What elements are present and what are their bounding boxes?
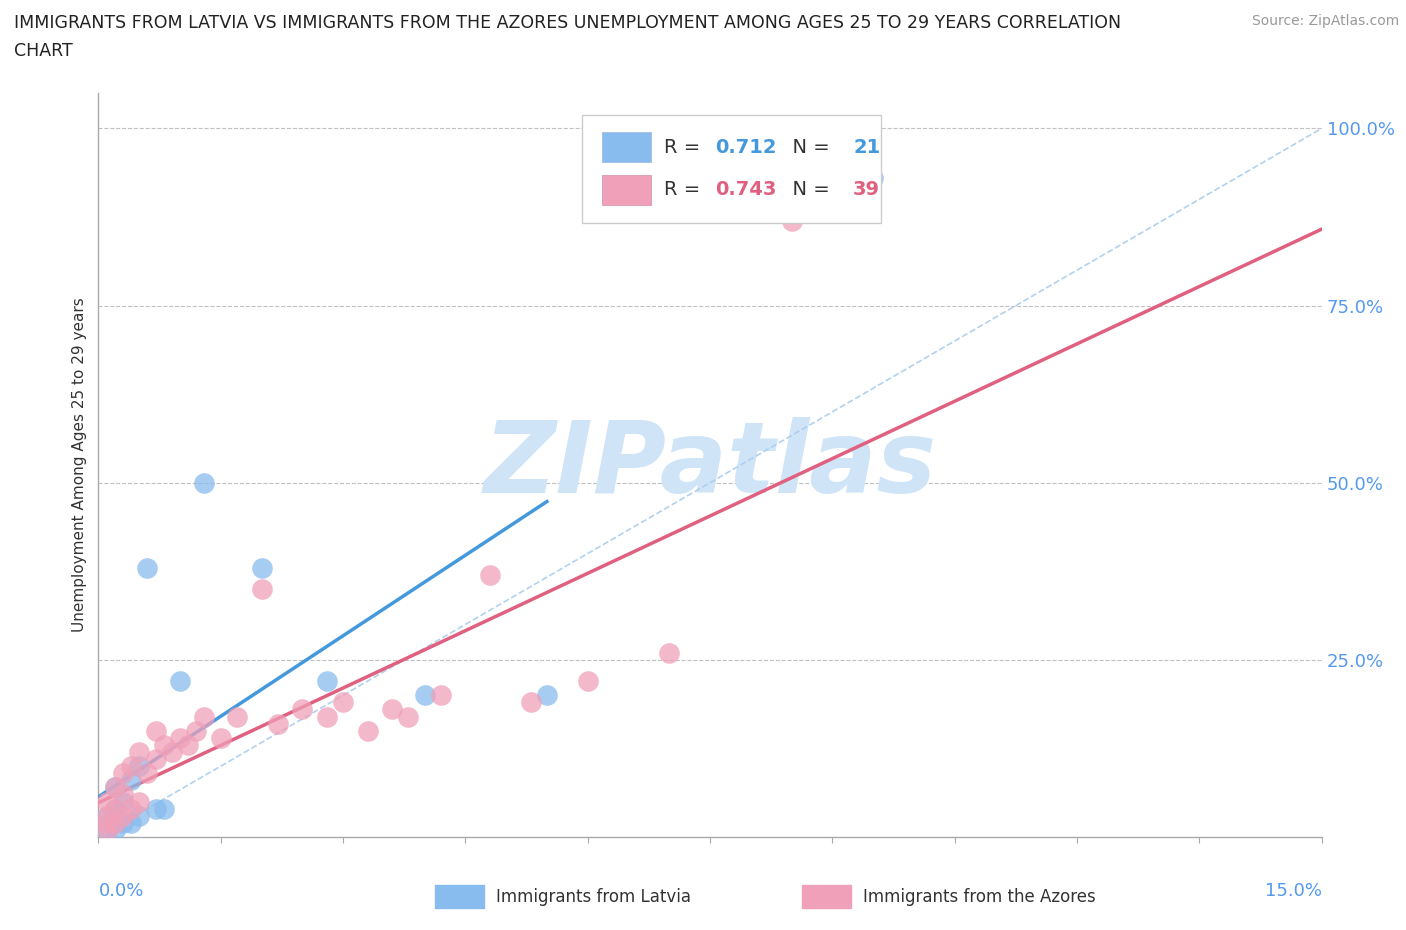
- Point: [128, 794, 150, 809]
- Point: [128, 759, 150, 774]
- Point: [111, 808, 134, 823]
- Point: [169, 673, 191, 688]
- Y-axis label: Unemployment Among Ages 25 to 29 years: Unemployment Among Ages 25 to 29 years: [72, 298, 87, 632]
- Text: IMMIGRANTS FROM LATVIA VS IMMIGRANTS FROM THE AZORES UNEMPLOYMENT AMONG AGES 25 : IMMIGRANTS FROM LATVIA VS IMMIGRANTS FRO…: [14, 14, 1121, 32]
- Point: [356, 724, 378, 738]
- Point: [780, 213, 803, 228]
- Point: [111, 816, 134, 830]
- Point: [111, 765, 134, 780]
- Point: [96, 816, 118, 830]
- Text: R =: R =: [664, 180, 706, 199]
- Point: [136, 560, 159, 575]
- Point: [169, 730, 191, 745]
- Point: [145, 751, 167, 766]
- Point: [96, 794, 118, 809]
- Point: [658, 645, 681, 660]
- Point: [862, 170, 884, 185]
- Point: [128, 808, 150, 823]
- Text: R =: R =: [664, 138, 706, 157]
- Point: [152, 802, 174, 817]
- Point: [250, 581, 273, 596]
- Point: [120, 816, 142, 830]
- Point: [128, 745, 150, 760]
- Point: [145, 724, 167, 738]
- Point: [209, 730, 232, 745]
- Point: [104, 780, 127, 795]
- Point: [536, 688, 558, 703]
- Text: ZIPatlas: ZIPatlas: [484, 417, 936, 513]
- FancyBboxPatch shape: [801, 885, 851, 908]
- Text: Immigrants from Latvia: Immigrants from Latvia: [496, 887, 690, 906]
- Point: [576, 673, 599, 688]
- Point: [186, 724, 208, 738]
- Point: [120, 773, 142, 788]
- Point: [413, 688, 436, 703]
- Point: [96, 808, 118, 823]
- Point: [104, 780, 127, 795]
- Text: 0.0%: 0.0%: [98, 882, 143, 899]
- FancyBboxPatch shape: [602, 175, 651, 205]
- Text: Source: ZipAtlas.com: Source: ZipAtlas.com: [1251, 14, 1399, 28]
- Point: [315, 709, 337, 724]
- Text: 21: 21: [853, 138, 880, 157]
- Point: [396, 709, 419, 724]
- Point: [250, 560, 273, 575]
- Text: N =: N =: [780, 180, 835, 199]
- Point: [381, 702, 404, 717]
- Point: [177, 737, 200, 752]
- Text: CHART: CHART: [14, 42, 73, 60]
- Point: [96, 822, 118, 837]
- Point: [430, 688, 453, 703]
- Point: [104, 802, 127, 817]
- Text: 0.743: 0.743: [714, 180, 776, 199]
- Point: [96, 822, 118, 837]
- Point: [267, 716, 290, 731]
- Point: [145, 802, 167, 817]
- Text: N =: N =: [780, 138, 835, 157]
- FancyBboxPatch shape: [602, 132, 651, 162]
- Point: [226, 709, 249, 724]
- Point: [104, 802, 127, 817]
- Text: Immigrants from the Azores: Immigrants from the Azores: [863, 887, 1095, 906]
- Point: [193, 709, 215, 724]
- Point: [332, 695, 354, 710]
- FancyBboxPatch shape: [582, 115, 882, 223]
- Point: [111, 787, 134, 802]
- Point: [315, 673, 337, 688]
- Point: [104, 822, 127, 837]
- FancyBboxPatch shape: [434, 885, 484, 908]
- Point: [104, 816, 127, 830]
- Point: [519, 695, 541, 710]
- Point: [193, 475, 215, 490]
- Point: [96, 808, 118, 823]
- Text: 39: 39: [853, 180, 880, 199]
- Point: [291, 702, 314, 717]
- Point: [160, 745, 183, 760]
- Point: [120, 802, 142, 817]
- Point: [152, 737, 174, 752]
- Text: 0.712: 0.712: [714, 138, 776, 157]
- Point: [111, 794, 134, 809]
- Point: [120, 759, 142, 774]
- Point: [478, 567, 501, 582]
- Point: [136, 765, 159, 780]
- Text: 15.0%: 15.0%: [1264, 882, 1322, 899]
